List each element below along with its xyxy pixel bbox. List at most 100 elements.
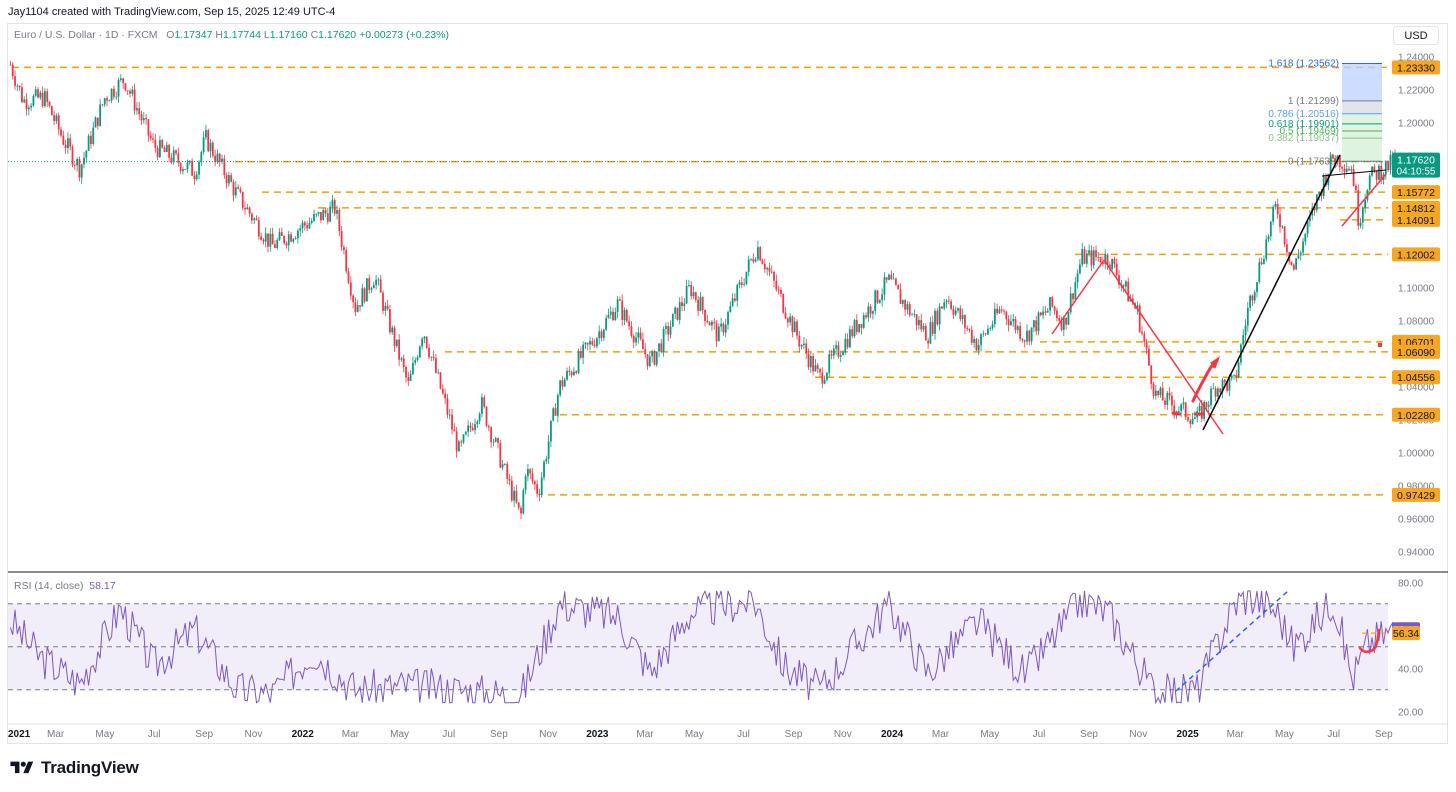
candle-body [646,354,649,367]
candle-body [991,324,994,329]
rsi-line[interactable] [9,590,1396,705]
last-price-tag-bg[interactable] [1392,152,1440,178]
candle-body [1265,239,1268,260]
candle-body [1026,330,1028,342]
candle-body [786,318,789,323]
candle-body [483,397,486,407]
candle-body [642,339,644,350]
level-price-tag: 1.14812 [1397,203,1435,215]
level-price-tag-bg[interactable] [1392,407,1440,422]
candle-body [890,274,893,280]
candle-body [964,315,966,328]
candle-body [1115,263,1118,276]
symbol-name[interactable]: Euro / U.S. Dollar · 1D · FXCM [14,29,158,41]
candle-body [172,150,175,163]
candle-body [16,85,19,87]
candle-body [655,351,658,365]
candle-body [1368,175,1371,191]
candle-body [62,135,65,145]
candle-body [386,305,389,310]
candle-body [676,307,679,320]
brand-name: TradingView [41,758,139,777]
level-price-tag-bg[interactable] [1392,212,1440,227]
rsi-trend-line[interactable] [1175,590,1289,692]
fib-zone-lower [1342,113,1382,162]
candle-body [126,90,129,92]
candle-body [1304,233,1307,242]
candle-body [869,306,872,314]
candle-body [872,311,874,314]
trend-line-wedge[interactable] [1341,173,1387,227]
candle-body [556,395,559,416]
candle-body [347,271,350,283]
candle-body [1173,405,1176,414]
candle-body [1099,257,1102,263]
candle-body [90,135,92,144]
candle-body [129,91,131,94]
trend-line-rising[interactable] [1051,259,1105,335]
candle-body [202,137,205,153]
candle-body [812,356,815,372]
candle-body [421,338,424,347]
level-price-tag-bg[interactable] [1392,200,1440,215]
trend-line-top[interactable] [1321,169,1387,177]
candle-body [285,243,288,246]
open-label: O [166,29,175,41]
rsi-level-tag-bg[interactable] [1392,626,1420,641]
trend-line-falling[interactable] [1103,259,1224,435]
level-price-tag-bg[interactable] [1392,247,1440,262]
level-price-tag-bg[interactable] [1392,60,1440,75]
currency-button[interactable]: USD [1393,26,1439,45]
fib-level-label: 0.618 (1.19901) [1268,119,1339,130]
candle-body [671,313,674,327]
rsi-legend[interactable]: RSI (14, close) 58.17 [14,580,116,592]
candle-body [1184,402,1187,418]
candle-body [1092,250,1095,266]
symbol-legend[interactable]: Euro / U.S. Dollar · 1D · FXCM O1.17347 … [14,29,449,41]
level-price-tag-bg[interactable] [1392,370,1440,385]
rsi-value: 58.17 [89,580,116,592]
candle-body [1023,340,1026,342]
candle-body [44,91,46,107]
candle-body [881,294,884,301]
candle-body [1118,275,1120,285]
price-axis-tick: 1.22000 [1398,85,1435,96]
candle-body [1253,292,1256,301]
rsi-hand-drawn-curve [1358,628,1381,653]
candle-body [821,372,824,384]
level-price-tag-bg[interactable] [1392,185,1440,200]
candle-body [92,127,95,144]
level-price-tag-bg[interactable] [1392,487,1440,502]
candle-body [593,344,596,347]
author-credit: Jay1104 created with TradingView.com, Se… [8,6,336,18]
level-price-tag-bg[interactable] [1392,344,1440,359]
candle-body [331,200,334,207]
candle-body [225,175,228,184]
candle-body [48,101,51,107]
level-price-tag: 1.15772 [1397,187,1435,199]
trend-line-support[interactable] [1202,154,1341,431]
candle-body [623,309,626,321]
fib-level-label: 1.618 (1.23562) [1268,58,1339,69]
candle-body [315,213,318,215]
candle-body [425,336,428,348]
candle-body [775,280,778,290]
candle-body [366,278,368,302]
candle-body [1343,168,1346,172]
candle-body [499,442,502,468]
candle-body [1286,244,1288,253]
candle-body [1210,388,1212,406]
fib-level-label: 0.382 (1.19037) [1268,133,1339,144]
candle-body [453,429,456,432]
candle-body [1113,259,1116,264]
candle-body [688,285,690,286]
candle-body [966,327,969,329]
candle-body [568,370,571,373]
candle-body [1235,374,1238,378]
candle-body [317,212,320,214]
price-marker-dot [1378,343,1382,347]
candle-body [30,105,33,108]
candle-body [71,146,74,166]
candle-body [1065,317,1068,325]
